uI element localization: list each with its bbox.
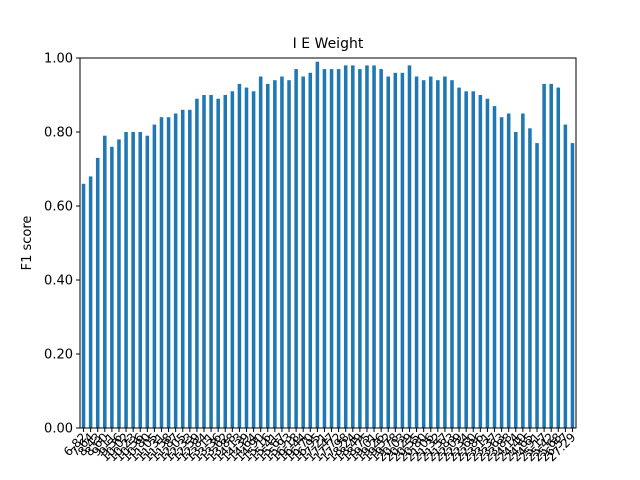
bar-50	[436, 80, 440, 428]
y-tick-label-2: 0.40	[44, 274, 73, 289]
bar-13	[173, 113, 178, 428]
bar-60	[506, 113, 511, 428]
bar-27	[273, 80, 277, 428]
bar-43	[386, 76, 390, 428]
bar-30	[294, 69, 298, 428]
bar-31	[301, 76, 305, 428]
bar-63	[528, 128, 532, 429]
y-tick-label-3: 0.60	[44, 200, 73, 215]
bar-14	[180, 109, 185, 429]
bar-23	[244, 87, 249, 428]
bar-53	[457, 87, 461, 428]
bar-47	[414, 76, 419, 428]
bar-18	[209, 95, 213, 428]
y-tick-label-1: 0.20	[44, 348, 73, 363]
bar-0	[81, 183, 86, 428]
bar-33	[315, 61, 320, 428]
bar-16	[195, 98, 199, 428]
bar-37	[343, 65, 348, 429]
y-tick-label-5: 1.00	[44, 52, 73, 67]
plot-frame	[79, 57, 577, 429]
bars-group	[81, 61, 575, 429]
bar-69	[570, 143, 575, 428]
bar-4	[110, 146, 114, 429]
bar-44	[393, 72, 398, 429]
bar-17	[202, 95, 206, 428]
bar-19	[216, 98, 220, 428]
bar-45	[400, 72, 405, 429]
bar-10	[152, 124, 157, 428]
bar-35	[329, 69, 334, 428]
y-axis-label: F1 score	[20, 216, 35, 271]
bar-67	[556, 87, 561, 428]
bar-22	[237, 83, 242, 429]
bar-68	[563, 124, 568, 428]
bar-55	[471, 91, 476, 429]
bar-57	[485, 98, 490, 428]
bar-25	[258, 76, 263, 428]
bar-49	[428, 76, 433, 428]
bar-38	[351, 65, 355, 429]
bar-24	[251, 91, 256, 429]
bar-52	[450, 80, 454, 428]
bar-42	[379, 69, 383, 428]
bar-36	[336, 69, 341, 428]
y-axis: 0.00 0.20 0.40 0.60 0.80 1.00	[44, 52, 80, 437]
bar-61	[514, 132, 518, 428]
bar-6	[124, 132, 128, 428]
bar-65	[542, 83, 546, 429]
bar-51	[443, 76, 447, 428]
bar-21	[230, 91, 235, 429]
bar-2	[95, 157, 100, 428]
bar-40	[365, 65, 369, 429]
bar-54	[464, 91, 468, 429]
bar-11	[159, 117, 164, 428]
bar-64	[535, 143, 539, 428]
bar-1	[88, 176, 93, 428]
y-tick-label-4: 0.80	[44, 126, 73, 141]
bar-34	[322, 69, 327, 428]
bar-12	[166, 117, 171, 428]
bar-58	[492, 106, 497, 428]
bar-26	[266, 83, 270, 429]
chart-title: I E Weight	[293, 36, 364, 52]
bar-8	[138, 132, 142, 428]
bar-3	[103, 135, 107, 428]
bar-7	[131, 132, 135, 428]
bar-56	[478, 95, 483, 428]
bar-66	[549, 83, 553, 429]
bar-48	[421, 80, 426, 428]
bar-32	[308, 72, 313, 429]
bar-41	[372, 65, 376, 429]
bar-39	[358, 69, 362, 428]
bar-46	[407, 65, 412, 429]
bar-59	[499, 117, 504, 428]
bar-29	[287, 80, 291, 428]
bar-28	[280, 76, 284, 428]
bar-62	[521, 113, 525, 428]
bar-5	[117, 139, 121, 428]
bar-20	[223, 95, 228, 428]
bar-15	[188, 109, 192, 429]
bar-9	[145, 135, 150, 428]
x-axis: 6.827.648.438.609.119.5610.0210.2310.561…	[61, 428, 579, 464]
y-tick-label-0: 0.00	[44, 422, 73, 437]
